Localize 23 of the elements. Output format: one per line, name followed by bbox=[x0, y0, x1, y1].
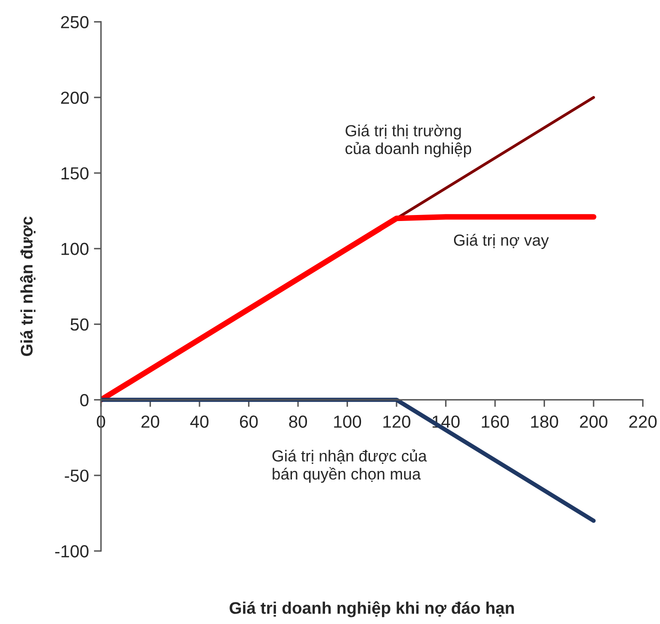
y-tick-label: 200 bbox=[61, 92, 88, 104]
y-axis-title: Giá trị nhận được bbox=[20, 216, 36, 356]
y-tick-label: 100 bbox=[62, 242, 88, 256]
x-tick-label: 80 bbox=[289, 416, 307, 428]
series-label: Giá trị thị trường của doanh nghiệp bbox=[345, 124, 472, 158]
x-tick-label: 20 bbox=[141, 416, 160, 428]
x-tick-label: 60 bbox=[240, 416, 258, 428]
x-tick-label: 160 bbox=[482, 416, 509, 428]
x-tick-label: 200 bbox=[580, 416, 608, 428]
y-tick-label: 0 bbox=[80, 394, 88, 406]
y-tick-label: 250 bbox=[61, 16, 88, 28]
y-tick-label: -100 bbox=[55, 545, 88, 558]
x-tick-label: 120 bbox=[383, 416, 410, 428]
x-axis-title: Giá trị doanh nghiệp khi nợ đáo hạn bbox=[230, 601, 514, 618]
y-tick-label: 50 bbox=[70, 318, 88, 331]
series-label: Giá trị nợ vay bbox=[454, 234, 549, 249]
y-tick-label: 150 bbox=[62, 167, 88, 180]
x-tick-label: 40 bbox=[190, 416, 208, 428]
x-tick-label: 100 bbox=[334, 416, 362, 428]
series-label: Giá trị nhận được của bán quyền chọn mua bbox=[272, 449, 427, 483]
x-tick-label: 220 bbox=[629, 416, 657, 428]
x-tick-label: 180 bbox=[531, 416, 558, 428]
y-tick-label: -50 bbox=[64, 470, 88, 482]
